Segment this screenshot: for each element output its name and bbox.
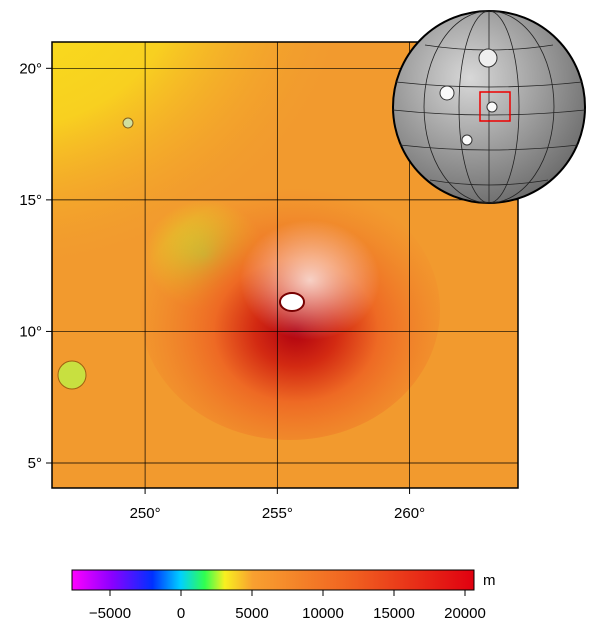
x-tick-label: 260° (394, 505, 425, 522)
colorbar-tick-label: −5000 (89, 605, 131, 622)
x-tick-label: 250° (130, 505, 161, 522)
colorbar-unit: m (483, 572, 496, 589)
y-tick-label: 15° (19, 192, 42, 209)
colorbar-tick-label: 20000 (444, 605, 486, 622)
y-tick-label: 20° (19, 60, 42, 77)
globe-inset (392, 10, 586, 204)
graticule (52, 42, 518, 488)
colorbar-tick-label: 15000 (373, 605, 415, 622)
x-tick-label: 255° (262, 505, 293, 522)
y-tick-label: 10° (19, 323, 42, 340)
map-frame (51, 41, 519, 489)
y-tick-label: 5° (28, 455, 42, 472)
colorbar-tick-label: 0 (177, 605, 185, 622)
colorbar-tick-label: 5000 (235, 605, 268, 622)
colorbar (71, 569, 475, 591)
colorbar-tick-label: 10000 (302, 605, 344, 622)
